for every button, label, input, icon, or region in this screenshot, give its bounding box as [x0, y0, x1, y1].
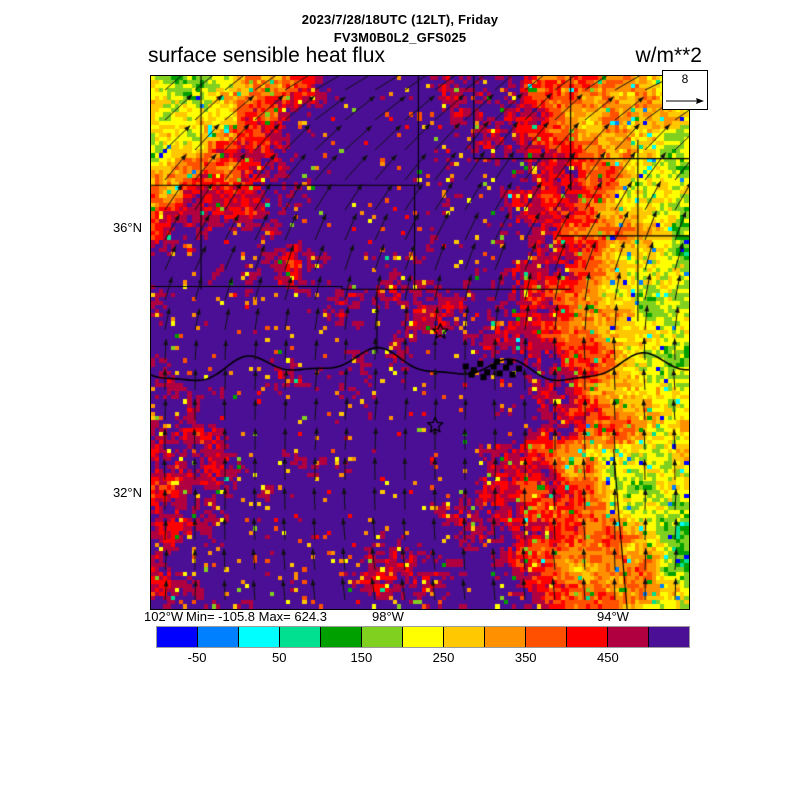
colorbar-tick-3: 250	[432, 650, 455, 665]
title-model-line: FV3M0B0L2_GFS025	[333, 30, 467, 45]
colorbar-tick-4: 350	[514, 650, 537, 665]
colorbar-swatch-2	[239, 627, 280, 647]
colorbar-swatch-12	[649, 627, 689, 647]
colorbar-swatch-10	[567, 627, 608, 647]
colorbar-swatch-4	[321, 627, 362, 647]
colorbar-swatch-8	[485, 627, 526, 647]
colorbar-swatch-7	[444, 627, 485, 647]
heat-flux-heatmap[interactable]	[151, 76, 689, 609]
colorbar-tick-labels: -50 50 150 250 350 450	[156, 650, 690, 668]
lon-label-2: 94°W	[597, 609, 629, 624]
colorbar-swatch-1	[198, 627, 239, 647]
right-arrow-icon	[666, 98, 704, 104]
colorbar-tick-5: 450	[596, 650, 619, 665]
colorbar[interactable]	[156, 626, 690, 648]
colorbar-swatch-6	[403, 627, 444, 647]
wind-vector-key-value: 8	[681, 72, 689, 86]
wind-vector-key: 8	[662, 70, 708, 110]
units-label: w/m**2	[635, 44, 702, 67]
statistics-readout: Min= -105.8 Max= 624.3	[186, 609, 327, 624]
lon-label-0: 102°W	[144, 609, 184, 624]
map-plot-area[interactable]	[150, 75, 690, 610]
colorbar-swatch-11	[608, 627, 649, 647]
lat-label-1: 32°N	[112, 485, 142, 500]
page-title: surface sensible heat flux	[148, 44, 385, 67]
colorbar-tick-0: -50	[187, 650, 207, 665]
lat-label-0: 36°N	[112, 220, 142, 235]
colorbar-swatch-0	[157, 627, 198, 647]
colorbar-tick-1: 50	[271, 650, 287, 665]
lon-label-1: 98°W	[372, 609, 404, 624]
colorbar-swatch-5	[362, 627, 403, 647]
colorbar-swatch-9	[526, 627, 567, 647]
colorbar-swatch-3	[280, 627, 321, 647]
colorbar-tick-2: 150	[350, 650, 373, 665]
title-date-line: 2023/7/28/18UTC (12LT), Friday	[301, 12, 499, 27]
